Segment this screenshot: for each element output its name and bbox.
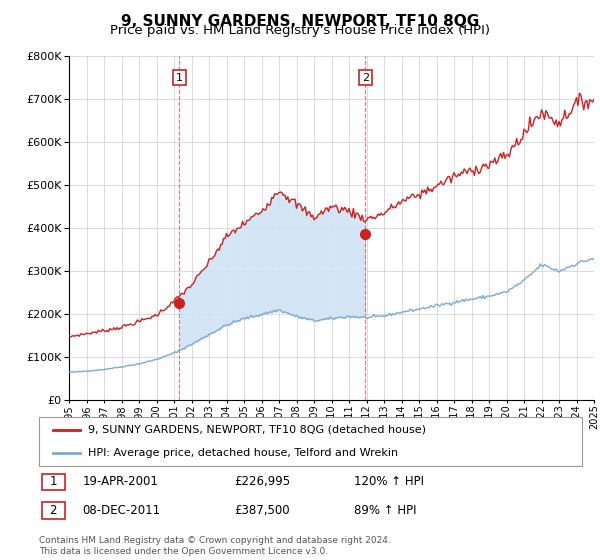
Text: £387,500: £387,500 bbox=[235, 504, 290, 517]
Text: 2: 2 bbox=[362, 73, 369, 82]
Text: 120% ↑ HPI: 120% ↑ HPI bbox=[354, 475, 424, 488]
FancyBboxPatch shape bbox=[42, 474, 65, 490]
Text: £226,995: £226,995 bbox=[235, 475, 290, 488]
FancyBboxPatch shape bbox=[42, 502, 65, 519]
Text: HPI: Average price, detached house, Telford and Wrekin: HPI: Average price, detached house, Telf… bbox=[88, 447, 398, 458]
FancyBboxPatch shape bbox=[39, 417, 582, 466]
Text: 89% ↑ HPI: 89% ↑ HPI bbox=[354, 504, 416, 517]
Text: Price paid vs. HM Land Registry's House Price Index (HPI): Price paid vs. HM Land Registry's House … bbox=[110, 24, 490, 36]
Text: 2: 2 bbox=[49, 504, 57, 517]
Text: 1: 1 bbox=[176, 73, 183, 82]
Text: 1: 1 bbox=[49, 475, 57, 488]
Text: 19-APR-2001: 19-APR-2001 bbox=[82, 475, 158, 488]
Text: Contains HM Land Registry data © Crown copyright and database right 2024.
This d: Contains HM Land Registry data © Crown c… bbox=[39, 536, 391, 556]
Text: 9, SUNNY GARDENS, NEWPORT, TF10 8QG: 9, SUNNY GARDENS, NEWPORT, TF10 8QG bbox=[121, 14, 479, 29]
Text: 08-DEC-2011: 08-DEC-2011 bbox=[82, 504, 161, 517]
Text: 9, SUNNY GARDENS, NEWPORT, TF10 8QG (detached house): 9, SUNNY GARDENS, NEWPORT, TF10 8QG (det… bbox=[88, 425, 426, 435]
